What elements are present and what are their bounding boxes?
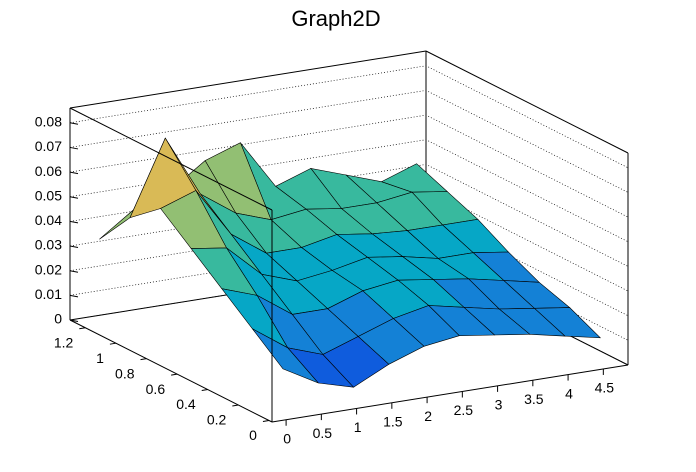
chart-title: Graph2D <box>291 6 380 31</box>
x-tick-label: 2.5 <box>454 402 474 418</box>
y-tick-label: 0 <box>249 427 257 443</box>
x-tick-label: 4.5 <box>595 380 615 396</box>
grid-line <box>69 90 629 193</box>
z-tick <box>69 146 79 150</box>
y-tick <box>201 389 208 392</box>
x-tick-label: 3 <box>495 397 503 413</box>
z-tick-label: 0.05 <box>35 187 62 203</box>
z-tick <box>69 319 79 322</box>
x-tick-label: 3.5 <box>524 391 544 407</box>
z-tick <box>69 220 79 224</box>
x-tick-label: 0 <box>283 430 291 446</box>
y-tick <box>79 327 86 330</box>
grid-line <box>69 65 629 169</box>
z-tick <box>69 171 79 175</box>
y-tick-label: 0.4 <box>176 396 196 412</box>
y-tick <box>262 419 270 422</box>
x-tick-label: 0.5 <box>313 425 333 441</box>
surface-patch <box>252 328 319 384</box>
z-tick <box>69 245 79 249</box>
y-tick-label: 1.2 <box>54 334 74 350</box>
x-tick-label: 2 <box>424 408 432 424</box>
z-tick-label: 0.01 <box>35 286 62 302</box>
y-tick <box>171 373 178 376</box>
z-tick-label: 0.04 <box>35 212 62 228</box>
x-tick-label: 1.5 <box>383 414 403 430</box>
y-tick-label: 1 <box>96 350 104 366</box>
z-tick <box>69 294 79 298</box>
box-top-edge <box>69 107 273 211</box>
x-tick-label: 4 <box>565 385 573 401</box>
z-tick-label: 0.03 <box>35 237 62 253</box>
y-tick-label: 0.6 <box>146 381 166 397</box>
box-floor-edge <box>271 364 629 423</box>
z-tick-label: 0.08 <box>35 113 62 129</box>
box-top-edge <box>69 50 427 109</box>
y-tick <box>140 358 147 361</box>
y-tick <box>232 404 239 407</box>
z-tick <box>69 270 79 273</box>
grid-line <box>69 114 629 218</box>
z-tick-label: 0.06 <box>35 163 62 179</box>
y-tick <box>109 342 116 345</box>
z-tick-label: 0 <box>54 311 62 327</box>
z-tick-label: 0.07 <box>35 138 62 154</box>
y-tick-label: 0.8 <box>115 365 135 381</box>
x-tick-label: 1 <box>354 419 362 435</box>
y-tick-label: 0.2 <box>207 412 227 428</box>
box-top-edge <box>425 50 629 154</box>
z-tick <box>69 122 79 125</box>
z-tick <box>69 196 79 199</box>
z-tick-label: 0.02 <box>35 261 62 277</box>
